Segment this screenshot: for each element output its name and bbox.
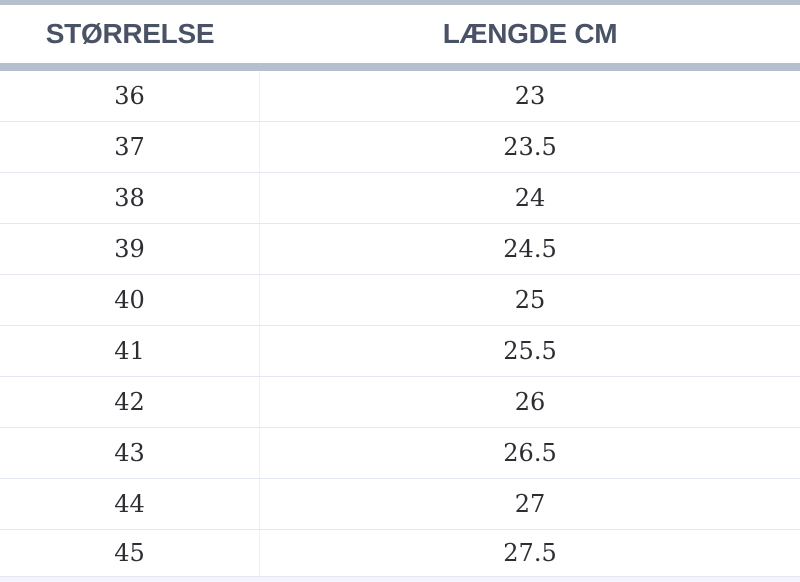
length-cell: 23 (514, 82, 546, 110)
column-header-size: STØRRELSE (45, 18, 215, 49)
size-cell: 40 (0, 275, 260, 325)
table-row: 41 25.5 (0, 326, 800, 377)
table-row: 43 26.5 (0, 428, 800, 479)
length-cell: 25.5 (503, 337, 557, 365)
length-cell: 26.5 (503, 439, 557, 467)
table-row: 36 23 (0, 71, 800, 122)
size-cell: 44 (0, 479, 260, 529)
size-cell: 39 (0, 224, 260, 274)
length-cell: 27.5 (503, 539, 557, 567)
size-cell: 37 (0, 122, 260, 172)
size-cell: 42 (0, 377, 260, 427)
length-cell: 24 (514, 184, 546, 212)
column-header-length: LÆNGDE CM (442, 18, 618, 49)
length-cell: 26 (514, 388, 546, 416)
footer-strip (0, 577, 800, 582)
size-cell: 41 (0, 326, 260, 376)
table-row: 37 23.5 (0, 122, 800, 173)
length-cell: 24.5 (503, 235, 557, 263)
size-cell: 38 (0, 173, 260, 223)
table-row: 42 26 (0, 377, 800, 428)
length-cell: 27 (514, 490, 546, 518)
table-row: 45 27.5 (0, 530, 800, 577)
size-cell: 43 (0, 428, 260, 478)
table-header-row: STØRRELSE LÆNGDE CM (0, 5, 800, 63)
table-row: 44 27 (0, 479, 800, 530)
table-body: 36 23 37 23.5 38 24 39 24.5 40 25 41 25.… (0, 71, 800, 577)
size-cell: 36 (0, 71, 260, 121)
top-accent-bar (0, 0, 800, 5)
length-cell: 23.5 (503, 133, 557, 161)
header-divider-bar (0, 63, 800, 71)
length-cell: 25 (514, 286, 546, 314)
table-row: 39 24.5 (0, 224, 800, 275)
table-row: 38 24 (0, 173, 800, 224)
table-row: 40 25 (0, 275, 800, 326)
size-cell: 45 (0, 530, 260, 576)
